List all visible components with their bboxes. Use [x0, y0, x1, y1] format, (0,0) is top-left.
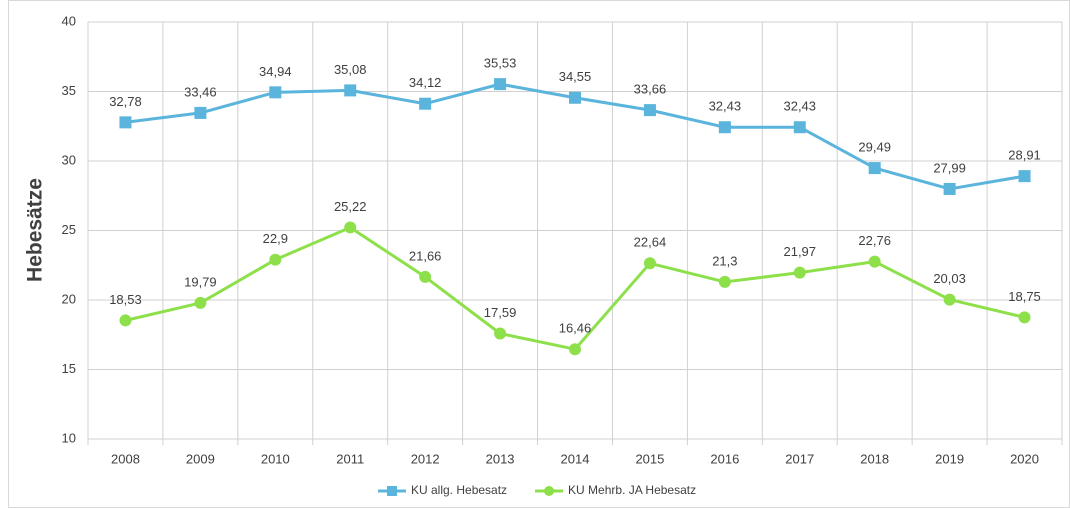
marker — [793, 121, 806, 134]
marker — [868, 255, 881, 268]
marker — [194, 106, 207, 119]
y-tick-label: 20 — [62, 291, 76, 306]
chart-frame — [8, 0, 1070, 508]
x-tick-label: 2008 — [111, 451, 140, 466]
data-label: 34,12 — [409, 75, 442, 90]
marker — [943, 182, 956, 195]
marker — [868, 162, 881, 175]
data-label: 25,22 — [334, 199, 367, 214]
data-label: 29,49 — [858, 140, 891, 155]
x-tick-label: 2011 — [336, 451, 364, 466]
data-label: 27,99 — [933, 160, 966, 175]
data-label: 35,53 — [484, 56, 517, 71]
marker — [119, 314, 132, 327]
data-label: 20,03 — [933, 271, 966, 286]
marker — [569, 343, 581, 356]
y-tick-label: 30 — [62, 152, 76, 167]
data-label: 21,66 — [409, 248, 442, 263]
data-label: 28,91 — [1008, 148, 1041, 163]
marker — [494, 78, 507, 91]
marker — [494, 327, 507, 340]
y-axis-label: Hebesätze — [24, 178, 47, 282]
x-tick-label: 2010 — [261, 451, 290, 466]
x-tick-label: 2020 — [1010, 451, 1039, 466]
x-tick-label: 2014 — [561, 451, 590, 466]
x-tick-label: 2019 — [935, 451, 964, 466]
marker — [569, 91, 581, 104]
marker — [269, 253, 282, 266]
data-label: 21,97 — [783, 244, 816, 259]
marker — [1018, 311, 1031, 324]
data-label: 32,43 — [783, 99, 816, 114]
marker — [344, 221, 357, 234]
data-label: 21,3 — [712, 253, 737, 268]
marker — [419, 97, 432, 110]
legend-marker — [387, 486, 397, 496]
y-tick-label: 10 — [62, 430, 76, 445]
data-label: 35,08 — [334, 62, 367, 77]
data-label: 22,64 — [634, 235, 667, 250]
y-tick-label: 35 — [62, 83, 76, 98]
marker — [344, 84, 357, 97]
marker — [643, 257, 656, 270]
legend-label: KU allg. Hebesatz — [411, 483, 507, 497]
data-label: 17,59 — [484, 305, 517, 320]
y-tick-label: 25 — [62, 222, 76, 237]
marker — [269, 86, 282, 99]
marker — [643, 104, 656, 117]
marker — [194, 296, 207, 309]
data-label: 19,79 — [184, 274, 217, 289]
marker — [119, 116, 132, 129]
y-tick-label: 40 — [62, 13, 76, 28]
x-tick-label: 2012 — [411, 451, 440, 466]
data-label: 18,53 — [109, 292, 142, 307]
y-tick-label: 15 — [62, 361, 76, 376]
x-tick-label: 2015 — [635, 451, 664, 466]
data-label: 33,66 — [634, 82, 667, 97]
data-label: 32,78 — [109, 94, 142, 109]
x-tick-label: 2016 — [710, 451, 739, 466]
data-label: 22,9 — [263, 231, 288, 246]
x-tick-label: 2009 — [186, 451, 215, 466]
legend-label: KU Mehrb. JA Hebesatz — [568, 483, 696, 497]
marker — [419, 270, 432, 283]
marker — [718, 121, 731, 134]
marker — [943, 293, 956, 306]
legend-marker — [544, 486, 555, 496]
x-tick-label: 2018 — [860, 451, 889, 466]
x-tick-label: 2013 — [486, 451, 515, 466]
data-label: 18,75 — [1008, 289, 1041, 304]
data-label: 34,94 — [259, 64, 292, 79]
data-label: 34,55 — [559, 69, 592, 84]
marker — [718, 275, 731, 288]
marker — [1018, 170, 1031, 183]
data-label: 16,46 — [559, 321, 592, 336]
x-tick-label: 2017 — [785, 451, 814, 466]
data-label: 32,43 — [709, 99, 742, 114]
marker — [793, 266, 806, 279]
data-label: 22,76 — [858, 233, 891, 248]
data-label: 33,46 — [184, 84, 217, 99]
